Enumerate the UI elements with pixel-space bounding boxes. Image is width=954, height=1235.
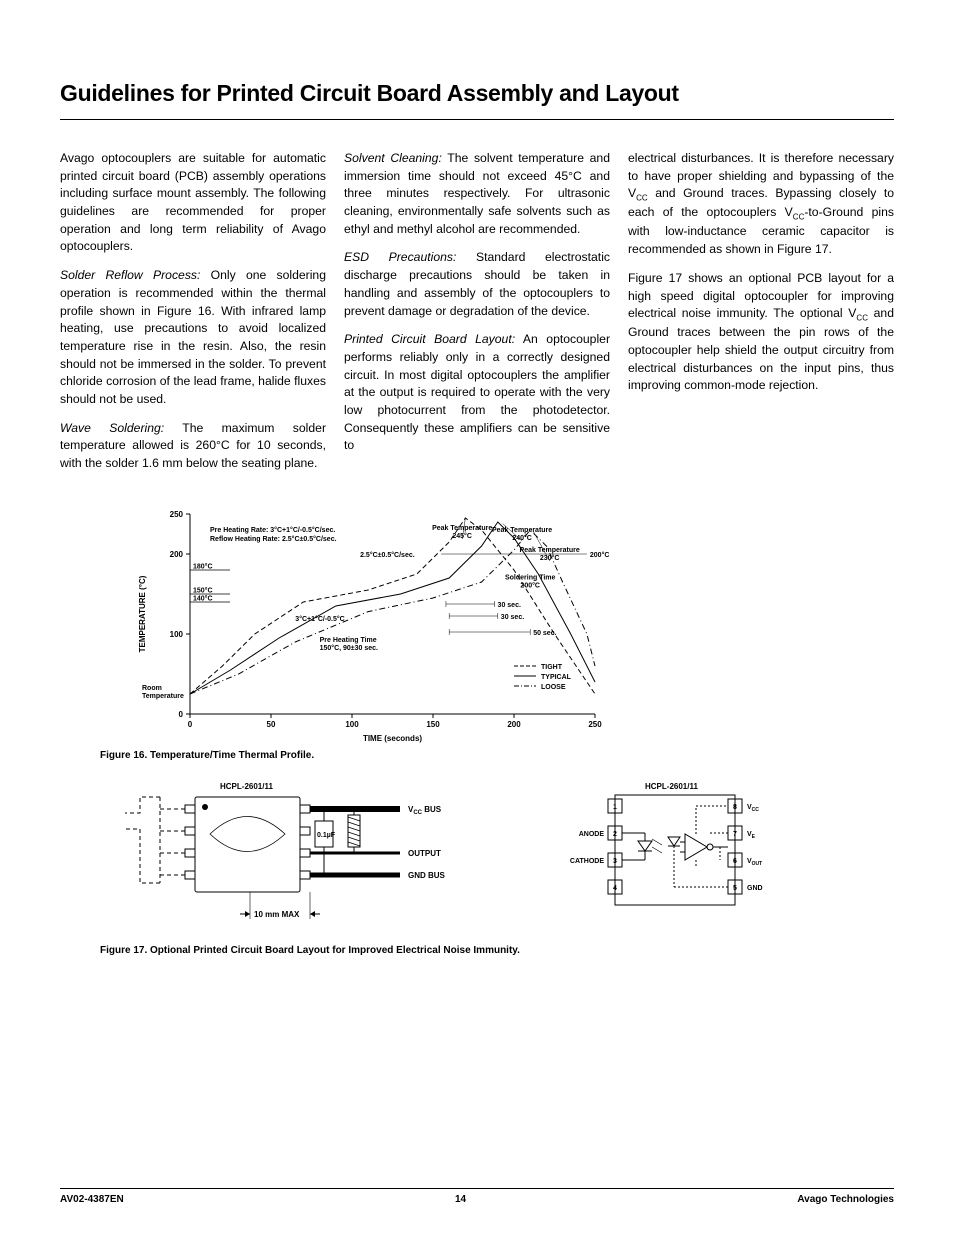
figures-block: 0 50 100 150 200 250 0 100 200 250 TIME (seconds) T… [60, 504, 894, 956]
c2-p3-body: An optocoupler performs reliably only in… [344, 332, 610, 452]
svg-text:0.1µF: 0.1µF [317, 832, 336, 839]
c3-p2: Figure 17 shows an optional PCB layout f… [628, 270, 894, 395]
svg-text:HCPL-2601/11: HCPL-2601/11 [645, 782, 698, 791]
svg-text:200°C: 200°C [590, 551, 610, 559]
svg-text:TIGHT: TIGHT [541, 664, 563, 671]
c3-p2-sub: CC [856, 314, 868, 323]
svg-text:Soldering Time: Soldering Time [505, 574, 556, 581]
svg-text:3: 3 [613, 858, 617, 865]
svg-text:6: 6 [733, 858, 737, 865]
doc-id: AV02-4387EN [60, 1194, 124, 1205]
c2-p2-lead: ESD Precautions: [344, 250, 456, 264]
svg-text:CATHODE: CATHODE [570, 858, 604, 865]
svg-text:100: 100 [345, 720, 359, 729]
c1-p1: Avago optocouplers are suitable for auto… [60, 150, 326, 256]
svg-text:TYPICAL: TYPICAL [541, 674, 572, 681]
svg-text:30 sec.: 30 sec. [498, 602, 521, 609]
column-2: Solvent Cleaning: The solvent temperatur… [344, 150, 610, 484]
svg-text:100: 100 [170, 630, 184, 639]
svg-text:7: 7 [733, 831, 737, 838]
thermal-profile-chart: 0 50 100 150 200 250 0 100 200 250 TIME (seconds) T… [100, 504, 620, 744]
company-name: Avago Technologies [797, 1194, 894, 1205]
fig16-caption: Figure 16. Temperature/Time Thermal Prof… [100, 750, 894, 761]
svg-text:GND BUS: GND BUS [408, 871, 446, 880]
fig17-caption: Figure 17. Optional Printed Circuit Boar… [100, 945, 894, 956]
c1-p2-lead: Solder Reflow Process: [60, 268, 200, 282]
svg-text:LOOSE: LOOSE [541, 684, 566, 691]
c1-p3-lead: Wave Soldering: [60, 421, 164, 435]
svg-text:140°C: 140°C [193, 594, 213, 602]
svg-text:TEMPERATURE (°C): TEMPERATURE (°C) [138, 575, 147, 652]
svg-text:Temperature: Temperature [142, 693, 184, 700]
svg-text:150: 150 [426, 720, 440, 729]
c3-p1-sub2: CC [793, 213, 805, 222]
pinout-diagram: HCPL-2601/11 1 2 ANODE 3 CATHODE 4 8 VCC 7 VE 6 VOUT… [550, 779, 810, 929]
svg-text:Room: Room [142, 685, 162, 692]
svg-text:2: 2 [613, 831, 617, 838]
page-footer: AV02-4387EN 14 Avago Technologies [60, 1188, 894, 1205]
c3-p1: electrical disturbances. It is therefore… [628, 150, 894, 259]
column-3: electrical disturbances. It is therefore… [628, 150, 894, 484]
svg-text:4: 4 [613, 885, 617, 892]
svg-text:HCPL-2601/11: HCPL-2601/11 [220, 782, 273, 791]
svg-text:TIME (seconds): TIME (seconds) [363, 734, 422, 743]
svg-text:3°C+1°C/-0.5°C: 3°C+1°C/-0.5°C [295, 615, 344, 623]
c2-p3-lead: Printed Circuit Board Layout: [344, 332, 515, 346]
body-columns: Avago optocouplers are suitable for auto… [60, 150, 894, 484]
c2-p2: ESD Precautions: Standard electrostatic … [344, 249, 610, 320]
svg-text:Pre Heating Time: Pre Heating Time [320, 637, 377, 644]
svg-text:200: 200 [170, 550, 184, 559]
figure-17: HCPL-2601/11 0.1µF VCC BUS OUTPUT GND BUS 10 … [100, 779, 894, 939]
svg-text:50 sec.: 50 sec. [533, 630, 556, 637]
svg-text:VE: VE [747, 831, 756, 840]
figure-16: 0 50 100 150 200 250 0 100 200 250 TIME (seconds) T… [100, 504, 894, 761]
svg-text:10 mm MAX: 10 mm MAX [254, 910, 300, 919]
svg-text:250: 250 [588, 720, 602, 729]
svg-text:2.5°C±0.5°C/sec.: 2.5°C±0.5°C/sec. [360, 551, 415, 559]
title-rule [60, 119, 894, 120]
svg-text:Reflow Heating Rate: 2.5°C±0.5: Reflow Heating Rate: 2.5°C±0.5°C/sec. [210, 535, 337, 543]
svg-text:0: 0 [188, 720, 193, 729]
svg-text:180°C: 180°C [193, 562, 213, 570]
svg-text:50: 50 [267, 720, 276, 729]
c2-p1-lead: Solvent Cleaning: [344, 151, 442, 165]
svg-text:200: 200 [507, 720, 521, 729]
svg-text:150°C, 90±30 sec.: 150°C, 90±30 sec. [320, 644, 378, 652]
c2-p3: Printed Circuit Board Layout: An optocou… [344, 331, 610, 455]
svg-text:150°C: 150°C [193, 586, 213, 594]
c1-p2-body: Only one soldering operation is recommen… [60, 268, 326, 406]
c1-p2: Solder Reflow Process: Only one solderin… [60, 267, 326, 409]
svg-text:VCC BUS: VCC BUS [408, 805, 442, 816]
svg-text:VOUT: VOUT [747, 858, 762, 867]
svg-text:Pre Heating Rate: 3°C+1°C/-0.5: Pre Heating Rate: 3°C+1°C/-0.5°C/sec. [210, 526, 335, 534]
svg-text:GND: GND [747, 885, 763, 892]
pcb-layout-diagram: HCPL-2601/11 0.1µF VCC BUS OUTPUT GND BUS 10 … [100, 779, 500, 939]
page-title: Guidelines for Printed Circuit Board Ass… [60, 80, 894, 107]
svg-text:OUTPUT: OUTPUT [408, 849, 441, 858]
svg-text:5: 5 [733, 885, 737, 892]
svg-text:Peak Temperature: Peak Temperature [520, 547, 580, 554]
svg-text:Peak Temperature: Peak Temperature [492, 527, 552, 534]
column-1: Avago optocouplers are suitable for auto… [60, 150, 326, 484]
svg-text:VCC: VCC [747, 804, 759, 813]
c2-p1: Solvent Cleaning: The solvent temperatur… [344, 150, 610, 238]
svg-text:8: 8 [733, 804, 737, 811]
svg-text:1: 1 [613, 804, 617, 811]
svg-text:250: 250 [170, 510, 184, 519]
svg-text:30 sec.: 30 sec. [501, 614, 524, 621]
svg-text:0: 0 [179, 710, 184, 719]
svg-text:200°C: 200°C [520, 581, 540, 589]
svg-text:ANODE: ANODE [579, 831, 605, 838]
page-number: 14 [455, 1194, 466, 1205]
c1-p3: Wave Soldering: The maximum solder tempe… [60, 420, 326, 473]
c3-p1-sub1: CC [636, 194, 648, 203]
svg-text:Peak Temperature: Peak Temperature [432, 525, 492, 532]
c3-p2a: Figure 17 shows an optional PCB layout f… [628, 271, 894, 320]
